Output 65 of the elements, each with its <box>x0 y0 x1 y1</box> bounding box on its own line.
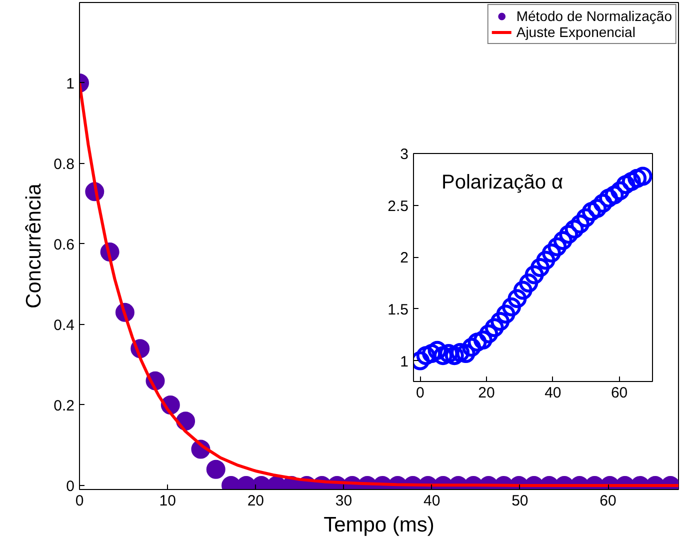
y-tick-label: 0 <box>66 478 74 495</box>
point <box>553 231 572 250</box>
point <box>490 312 510 331</box>
point <box>428 340 447 360</box>
point <box>450 343 470 362</box>
point <box>582 202 601 222</box>
point <box>456 344 476 363</box>
point <box>536 250 556 270</box>
point <box>604 185 624 204</box>
point <box>524 265 544 284</box>
point <box>576 208 596 228</box>
y-tick-label: 0.6 <box>54 236 75 254</box>
legend-label: Ajuste Exponencial <box>516 24 636 40</box>
point <box>422 344 442 363</box>
point <box>616 175 636 194</box>
y-tick-label: 2.5 <box>388 198 409 215</box>
point <box>599 188 618 208</box>
legend-label: Método de Normalização <box>516 8 672 24</box>
x-tick-label: 60 <box>610 384 628 402</box>
x-tick-label: 40 <box>544 384 562 402</box>
point <box>570 214 590 234</box>
y-axis-title: Concurrência <box>22 183 46 308</box>
y-tick-label: 0.8 <box>54 156 75 173</box>
point <box>622 172 641 191</box>
point <box>479 324 498 344</box>
point <box>462 338 482 357</box>
point <box>444 346 464 366</box>
point <box>628 168 647 188</box>
y-tick-label: 0.2 <box>54 397 75 414</box>
point <box>416 346 436 366</box>
point <box>513 280 532 300</box>
point <box>633 166 652 186</box>
x-tick-label: 10 <box>159 492 176 510</box>
point <box>439 344 458 363</box>
x-tick-label: 20 <box>478 384 495 402</box>
point <box>588 198 607 218</box>
x-tick-label: 0 <box>416 384 424 402</box>
y-tick-label: 2 <box>400 250 408 267</box>
point <box>496 304 516 324</box>
point <box>519 274 538 293</box>
x-tick-label: 30 <box>335 492 352 510</box>
point <box>542 244 561 262</box>
x-tick-label: 40 <box>424 492 440 510</box>
point <box>468 332 487 352</box>
point <box>508 289 527 308</box>
x-tick-label: 20 <box>247 492 264 510</box>
point <box>530 258 550 277</box>
y-tick-label: 1.5 <box>388 301 409 318</box>
y-tick-label: 1 <box>400 353 408 370</box>
text: Polarização α <box>442 172 564 194</box>
point <box>484 318 504 338</box>
point <box>548 237 567 256</box>
point <box>433 346 452 366</box>
x-tick-label: 50 <box>512 492 528 510</box>
point <box>502 297 521 316</box>
point <box>593 194 612 213</box>
y-tick-label: 0.4 <box>54 316 75 334</box>
x-tick-label: 60 <box>600 492 616 510</box>
x-axis-title: Tempo (ms) <box>324 514 434 536</box>
point <box>559 224 578 244</box>
y-tick-label: 3 <box>400 146 408 163</box>
y-tick-label: 1 <box>66 75 74 92</box>
point <box>610 181 630 200</box>
point <box>564 220 584 239</box>
point <box>473 330 492 350</box>
